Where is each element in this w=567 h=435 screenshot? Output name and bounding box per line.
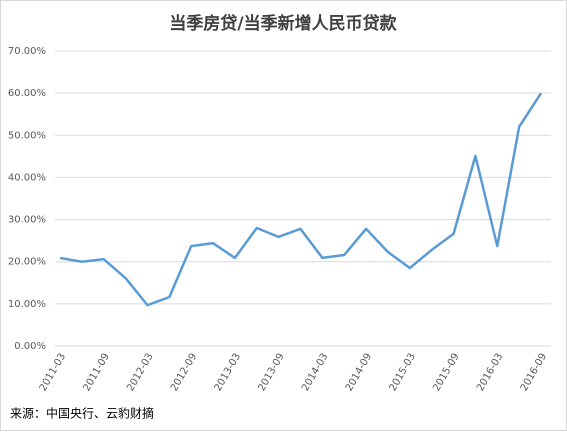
y-tick-label: 60.00% — [8, 88, 46, 99]
y-tick-label: 10.00% — [8, 299, 46, 310]
y-tick-label: 70.00% — [8, 46, 46, 57]
y-tick-label: 20.00% — [8, 257, 46, 268]
y-tick-label: 30.00% — [8, 215, 46, 226]
source-note: 来源：中国央行、云豹财摘 — [10, 406, 154, 421]
y-tick-label: 50.00% — [8, 130, 46, 141]
data-line — [59, 92, 543, 307]
y-tick-label: 0.00% — [14, 341, 46, 352]
chart-title: 当季房贷/当季新增人民币贷款 — [169, 13, 397, 34]
y-tick-label: 40.00% — [8, 172, 46, 183]
